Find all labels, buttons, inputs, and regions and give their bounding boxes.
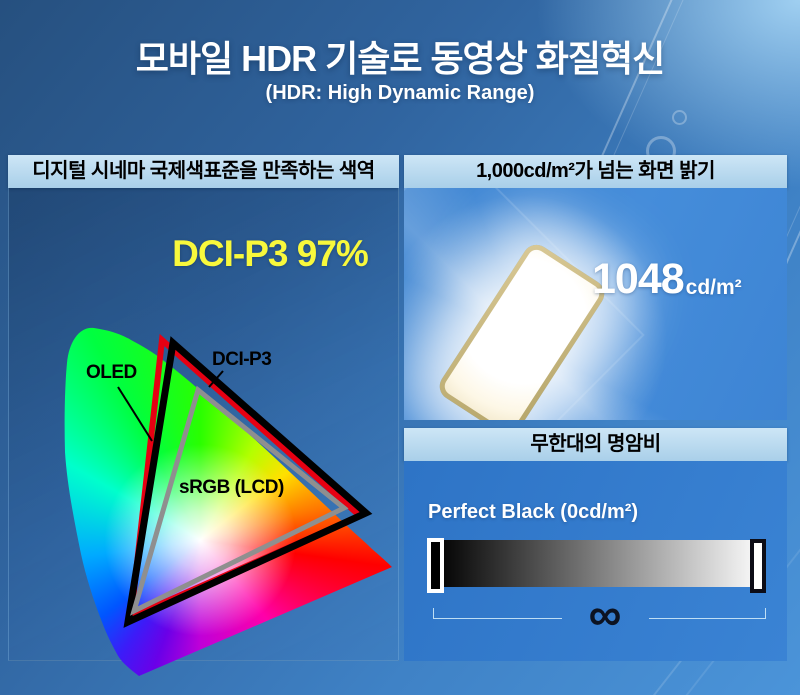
page-title: 모바일 HDR 기술로 동영상 화질혁신 bbox=[135, 38, 666, 79]
gamut-triangles-overlay bbox=[117, 333, 373, 628]
oled-pointer-line bbox=[117, 386, 153, 442]
infinity-right-line bbox=[649, 608, 766, 619]
gamut-panel: 디지털 시네마 국제색표준을 만족하는 색역 DCI-P3 97% OLED D… bbox=[8, 155, 399, 661]
page-subtitle: (HDR: High Dynamic Range) bbox=[265, 82, 535, 104]
brightness-value: 1048 cd/m² bbox=[592, 258, 742, 301]
contrast-panel-header: 무한대의 명암비 bbox=[404, 428, 787, 461]
perfect-black-label: Perfect Black (0cd/m²) bbox=[428, 501, 639, 523]
dci-p3-coverage-value: DCI-P3 97% bbox=[172, 233, 369, 274]
dci-p3-triangle bbox=[123, 336, 373, 628]
srgb-label: sRGB (LCD) bbox=[179, 477, 284, 498]
brightness-panel: 1,000cd/m²가 넘는 화면 밝기 1048 cd/m² bbox=[404, 155, 787, 420]
brightness-number: 1048 bbox=[592, 255, 685, 303]
srgb-triangle bbox=[130, 385, 349, 616]
contrast-panel-body: Perfect Black (0cd/m²) ∞ bbox=[404, 461, 787, 661]
gamut-panel-header: 디지털 시네마 국제색표준을 만족하는 색역 bbox=[8, 155, 399, 188]
dci-p3-label: DCI-P3 bbox=[212, 349, 272, 370]
infinity-symbol: ∞ bbox=[588, 588, 622, 640]
brightness-unit: cd/m² bbox=[685, 276, 742, 299]
background-flash-circle-icon bbox=[672, 110, 687, 125]
gradient-bar-right-bracket bbox=[750, 539, 766, 593]
dci-p3-pointer-line bbox=[208, 370, 224, 388]
infinity-left-line bbox=[433, 608, 562, 619]
oled-label: OLED bbox=[86, 362, 137, 383]
brightness-panel-body: 1048 cd/m² bbox=[404, 188, 787, 420]
brightness-panel-header: 1,000cd/m²가 넘는 화면 밝기 bbox=[404, 155, 787, 188]
black-to-white-gradient-bar bbox=[435, 540, 765, 587]
contrast-panel: 무한대의 명암비 Perfect Black (0cd/m²) ∞ bbox=[404, 428, 787, 661]
gradient-bar-left-bracket bbox=[427, 538, 444, 593]
